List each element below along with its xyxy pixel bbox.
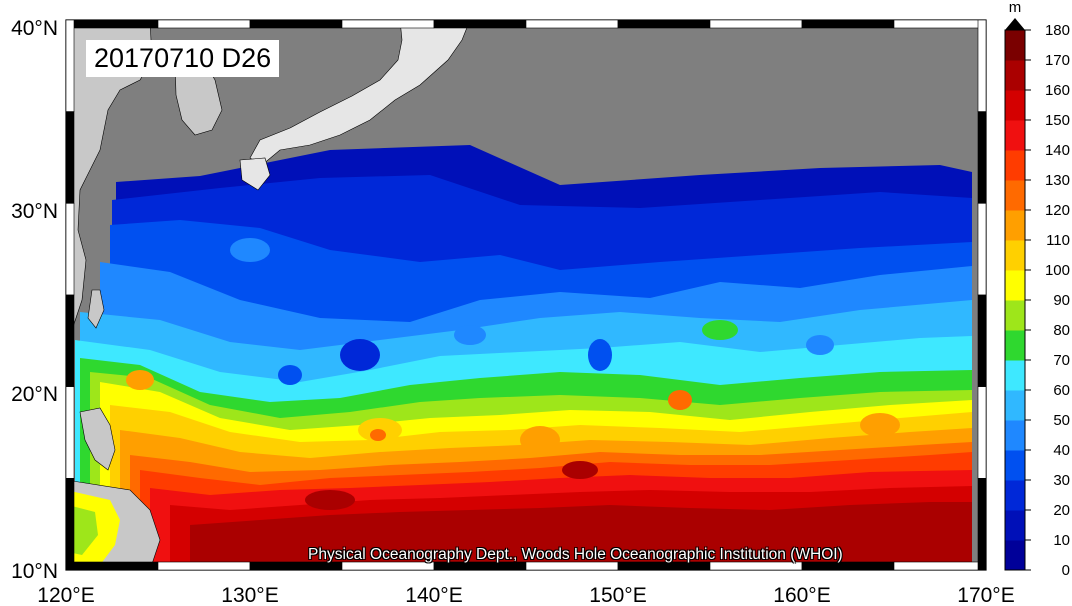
- border-segment: [525, 19, 619, 29]
- colorbar-tick-label: 180: [1045, 22, 1070, 39]
- lat-tick-label: 40°N: [11, 17, 58, 40]
- border-segment: [977, 111, 987, 204]
- colorbar-swatch: [1005, 540, 1025, 571]
- colorbar-tick-label: 90: [1053, 292, 1070, 309]
- colorbar-swatch: [1005, 90, 1025, 121]
- lon-tick-label: 120°E: [37, 584, 94, 606]
- colorbar-swatch: [1005, 330, 1025, 361]
- border-segment: [977, 386, 987, 479]
- colorbar-tick-label: 140: [1045, 142, 1070, 159]
- lat-tick-label: 30°N: [11, 200, 58, 223]
- colorbar-swatch: [1005, 270, 1025, 301]
- border-segment: [65, 203, 75, 296]
- colorbar-frame: [1004, 29, 1026, 571]
- land-taiwan: [87, 289, 105, 329]
- colorbar-tick-label: 10: [1053, 532, 1070, 549]
- border-segment: [433, 19, 527, 29]
- colorbar-swatch: [1005, 420, 1025, 451]
- border-segment: [157, 561, 251, 571]
- land-japan: [239, 20, 471, 191]
- colorbar-tick-label: 30: [1053, 472, 1070, 489]
- border-segment: [977, 294, 987, 387]
- lat-tick-label: 20°N: [11, 383, 58, 406]
- border-segment: [65, 19, 75, 112]
- colorbar-swatch: [1005, 390, 1025, 421]
- border-segment: [801, 19, 895, 29]
- credit-text: Physical Oceanography Dept., Woods Hole …: [308, 546, 843, 563]
- colorbar-overflow-arrow: [1005, 18, 1025, 30]
- colorbar-tick-label: 150: [1045, 112, 1070, 129]
- map-border-ticks: [65, 19, 987, 571]
- colorbar-tick-label: 110: [1046, 232, 1070, 249]
- colorbar-swatch: [1005, 60, 1025, 91]
- border-segment: [893, 561, 987, 571]
- border-segment: [65, 294, 75, 387]
- lon-tick-label: 160°E: [773, 584, 830, 606]
- band-crimson: [190, 502, 972, 570]
- border-segment: [65, 561, 159, 571]
- colorbar: m 18017016015014013012011010090807060504…: [1004, 0, 1070, 579]
- colorbar-tick-label: 40: [1053, 442, 1070, 459]
- colorbar-swatch: [1005, 300, 1025, 331]
- lon-axis: 120°E 130°E 140°E 150°E 160°E 170°E: [37, 584, 1014, 606]
- colorbar-tick-label: 50: [1053, 412, 1070, 429]
- border-segment: [65, 19, 159, 29]
- colorbar-tick-label: 170: [1045, 52, 1070, 69]
- land-philippines-luzon: [79, 407, 116, 471]
- colorbar-swatch: [1005, 30, 1025, 61]
- ocean-d26-field: [75, 145, 972, 570]
- colorbar-swatch: [1005, 480, 1025, 511]
- colorbar-tick-label: 60: [1053, 382, 1070, 399]
- lon-tick-label: 170°E: [957, 584, 1014, 606]
- border-segment: [341, 19, 435, 29]
- border-segment: [709, 19, 803, 29]
- colorbar-tick-label: 120: [1045, 202, 1070, 219]
- eddy-features: [126, 238, 900, 510]
- colorbar-tick-label: 160: [1045, 82, 1070, 99]
- border-segment: [617, 19, 711, 29]
- border-segment: [893, 19, 987, 29]
- border-segment: [65, 111, 75, 204]
- lon-tick-label: 140°E: [405, 584, 462, 606]
- colorbar-tick-label: 100: [1045, 262, 1070, 279]
- colorbar-swatch: [1005, 450, 1025, 481]
- border-segment: [157, 19, 251, 29]
- map-title: 20170710 D26: [86, 40, 280, 77]
- colorbar-swatch: [1005, 150, 1025, 181]
- border-segment: [977, 203, 987, 296]
- colorbar-swatch: [1005, 360, 1025, 391]
- colorbar-swatch: [1005, 180, 1025, 211]
- philippine-coast-green: [68, 505, 98, 555]
- map-plot-area: [66, 20, 986, 570]
- border-segment: [977, 19, 987, 112]
- colorbar-tick-label: 80: [1053, 322, 1070, 339]
- colorbar-unit: m: [1009, 0, 1022, 16]
- colorbar-swatch: [1005, 210, 1025, 241]
- border-segment: [65, 386, 75, 479]
- border-segment: [977, 478, 987, 571]
- colorbar-tick-label: 70: [1053, 352, 1070, 369]
- lat-axis: 40°N 30°N 20°N 10°N: [11, 17, 58, 583]
- colorbar-tick-label: 130: [1045, 172, 1070, 189]
- border-segment: [249, 19, 343, 29]
- lon-tick-label: 130°E: [221, 584, 278, 606]
- colorbar-tick-label: 20: [1053, 502, 1070, 519]
- colorbar-tick-label: 0: [1062, 562, 1070, 579]
- lat-tick-label: 10°N: [11, 560, 58, 583]
- colorbar-swatch: [1005, 510, 1025, 541]
- lon-tick-label: 150°E: [589, 584, 646, 606]
- colorbar-swatch: [1005, 120, 1025, 151]
- colorbar-swatch: [1005, 240, 1025, 271]
- border-segment: [65, 478, 75, 571]
